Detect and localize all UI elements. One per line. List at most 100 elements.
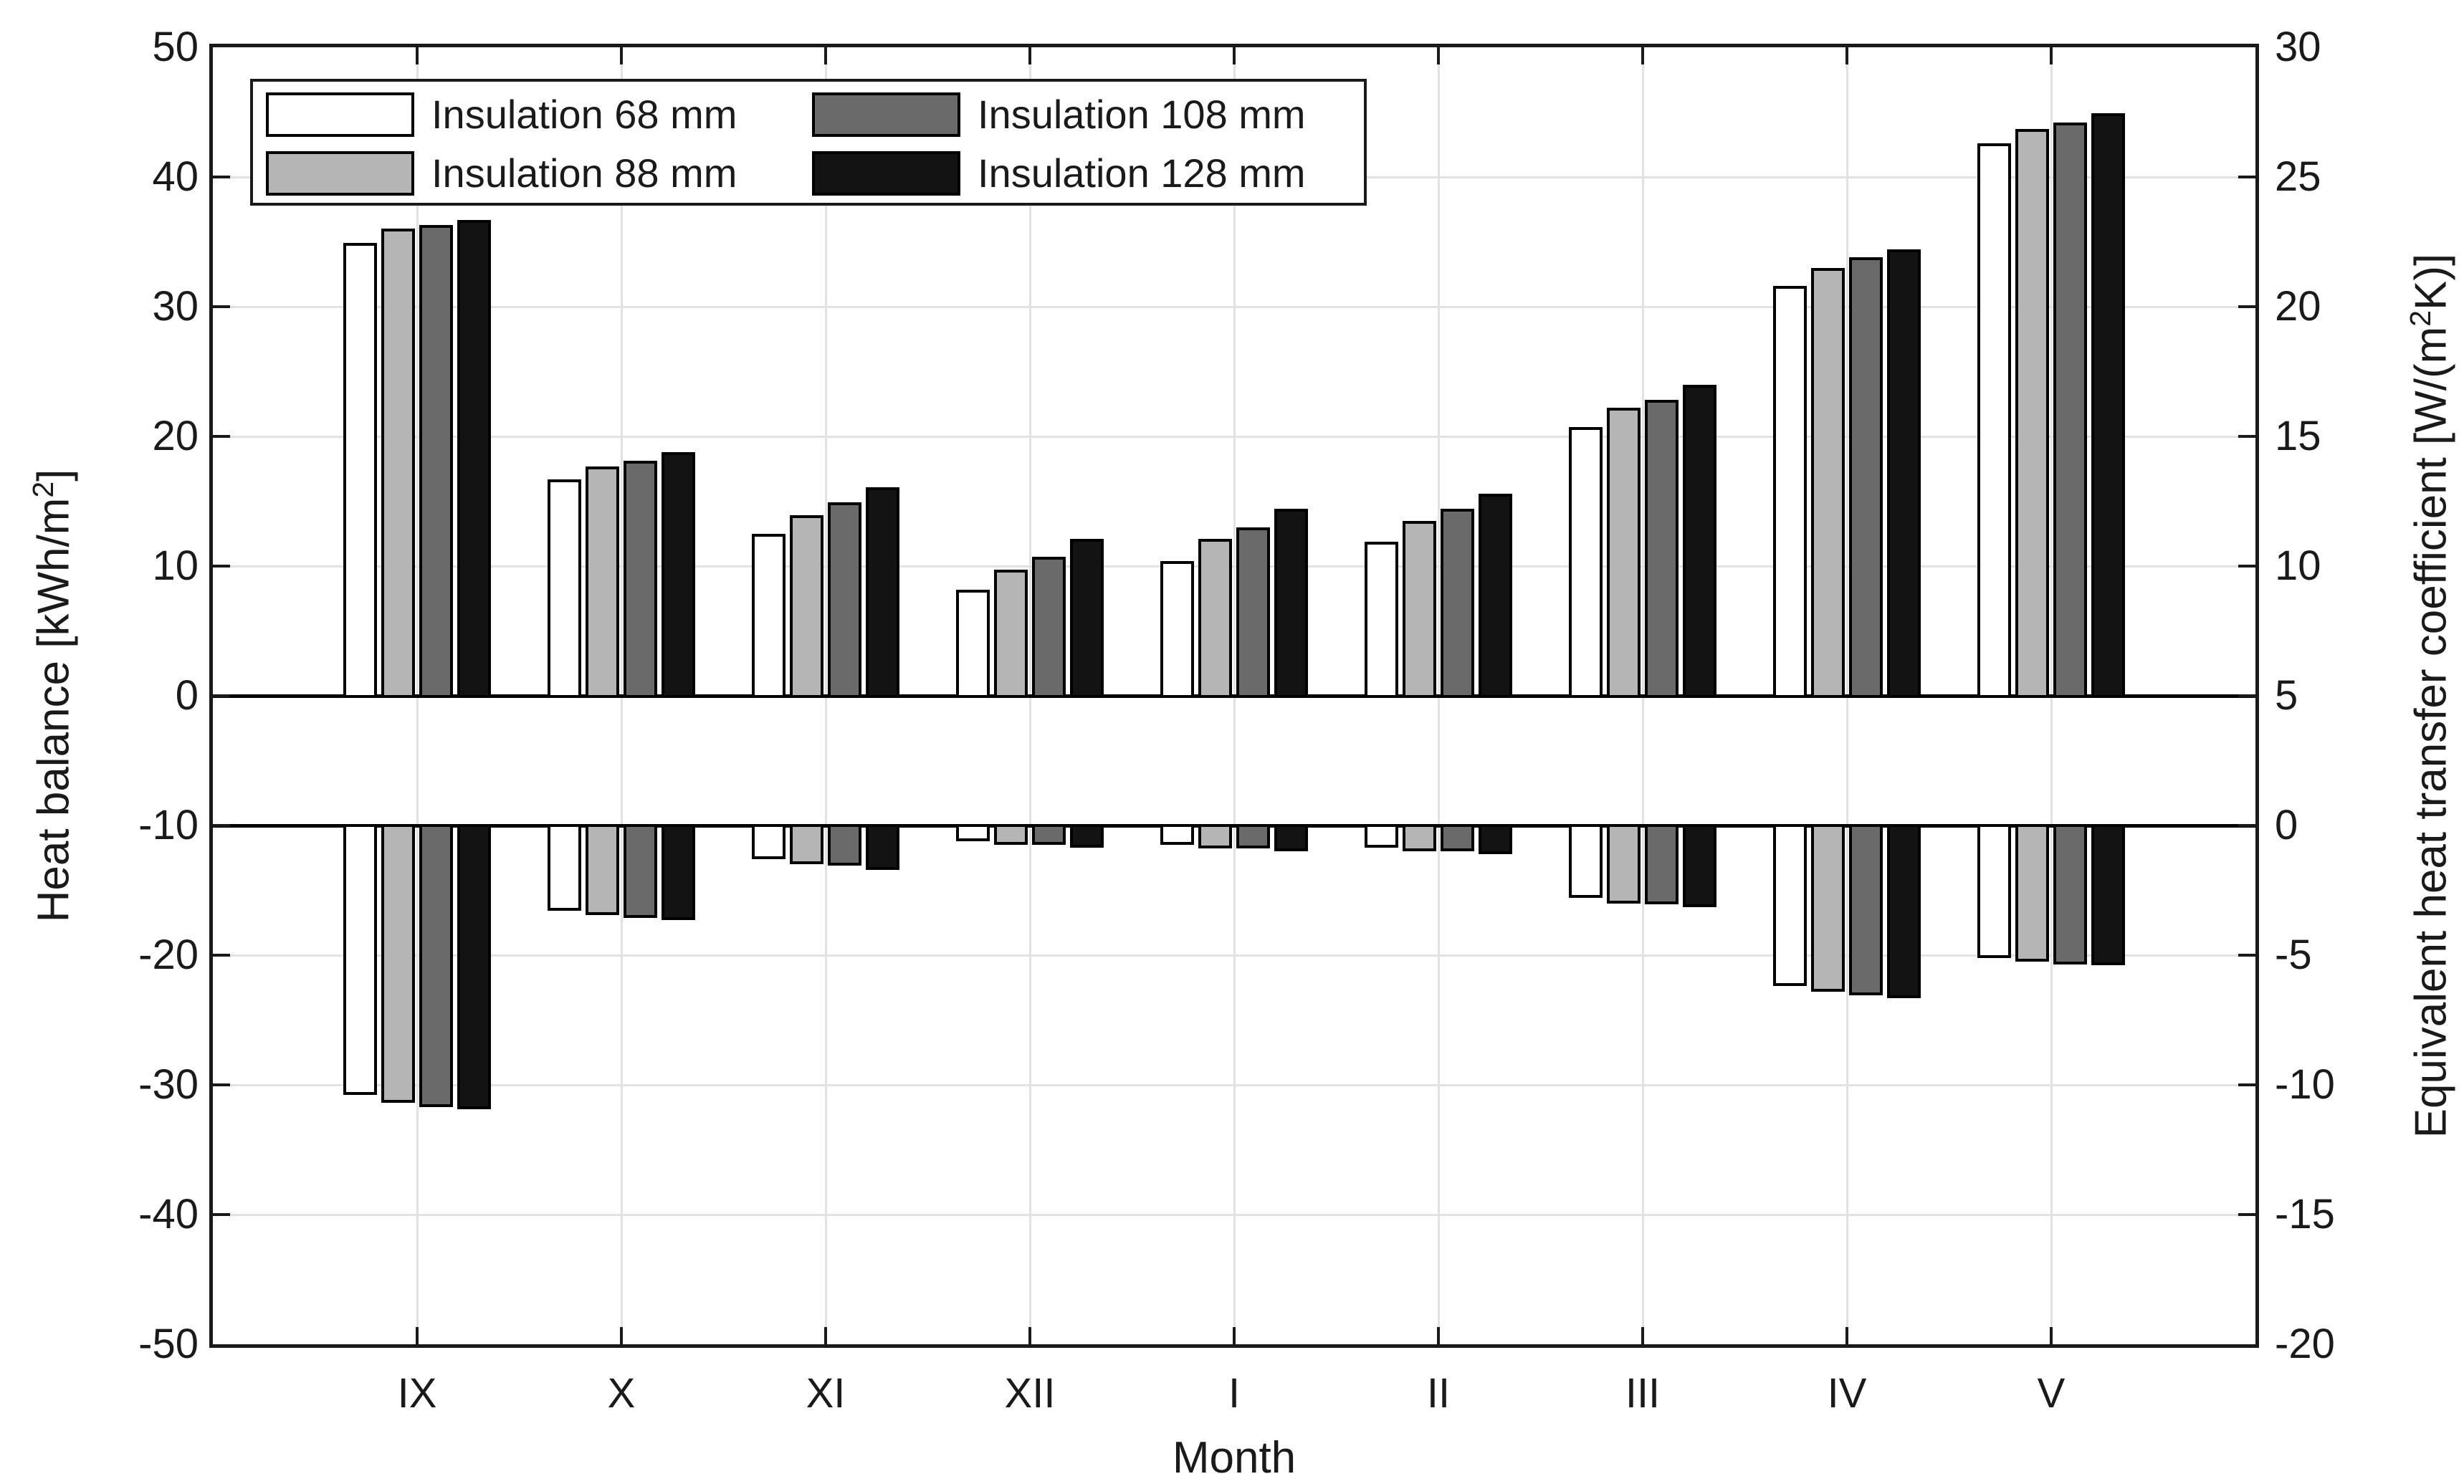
legend-item-Insulation-88-mm: Insulation 88 mm: [266, 151, 812, 196]
right-axis-tick-label: 30: [2275, 24, 2321, 70]
right-axis-tick: [2238, 565, 2255, 568]
bar-coeff-Insulation-68-mm-IX: [343, 824, 377, 1096]
left-axis-title-text: Heat balance [kWh/m: [29, 497, 79, 923]
bar-coeff-Insulation-88-mm-IV: [1810, 824, 1845, 992]
top-axis-tick: [1845, 47, 1848, 64]
bar-gain-Insulation-88-mm-III: [1606, 408, 1641, 698]
right-axis-tick-label: 5: [2275, 672, 2298, 719]
bar-gain-Insulation-68-mm-II: [1364, 541, 1398, 698]
right-axis-tick-label: 10: [2275, 542, 2321, 589]
bar-coeff-Insulation-88-mm-V: [2015, 824, 2049, 962]
right-axis-tick-label: 15: [2275, 413, 2321, 459]
bottom-axis-tick: [416, 1327, 419, 1344]
bar-coeff-Insulation-128-mm-XII: [1070, 824, 1104, 848]
left-axis-tick-label: -20: [138, 932, 199, 978]
legend-label: Insulation 88 mm: [431, 150, 737, 196]
bottom-axis-tick: [1845, 1327, 1848, 1344]
bar-coeff-Insulation-88-mm-XI: [789, 824, 823, 865]
bar-coeff-Insulation-128-mm-II: [1479, 824, 1513, 854]
bar-gain-Insulation-108-mm-IV: [1849, 257, 1883, 698]
bar-gain-Insulation-68-mm-IV: [1772, 286, 1807, 698]
legend-item-Insulation-68-mm: Insulation 68 mm: [266, 92, 812, 137]
bar-coeff-Insulation-68-mm-XI: [751, 824, 785, 860]
bar-gain-Insulation-68-mm-III: [1568, 427, 1603, 698]
bar-gain-Insulation-128-mm-II: [1479, 493, 1513, 698]
bar-coeff-Insulation-128-mm-I: [1274, 824, 1309, 852]
bar-coeff-Insulation-128-mm-IV: [1887, 824, 1921, 998]
legend-item-Insulation-128-mm: Insulation 128 mm: [812, 151, 1306, 196]
legend-label: Insulation 68 mm: [431, 92, 737, 137]
bar-coeff-Insulation-128-mm-X: [662, 824, 696, 921]
top-axis-tick: [1641, 47, 1644, 64]
bar-coeff-Insulation-128-mm-IX: [457, 824, 492, 1110]
bar-gain-Insulation-88-mm-IV: [1810, 267, 1845, 698]
right-axis-tick: [2238, 305, 2255, 308]
right-axis-title-close: K)]: [2406, 253, 2456, 310]
bar-gain-Insulation-88-mm-XII: [993, 570, 1028, 698]
top-axis-tick: [2050, 47, 2053, 64]
bar-gain-Insulation-68-mm-V: [1977, 143, 2011, 698]
left-axis-tick-label: 20: [152, 413, 199, 459]
bar-gain-Insulation-108-mm-XI: [828, 502, 862, 698]
left-axis-tick: [213, 1083, 230, 1086]
bottom-axis-tick: [1437, 1327, 1440, 1344]
bar-gain-Insulation-128-mm-XII: [1070, 538, 1104, 698]
bottom-axis-tick: [1028, 1327, 1031, 1344]
bar-gain-Insulation-108-mm-II: [1441, 509, 1475, 698]
bar-coeff-Insulation-68-mm-III: [1568, 824, 1603, 899]
left-axis-tick: [213, 176, 230, 178]
x-axis-tick-label-X: X: [607, 1370, 636, 1417]
legend-swatch: [812, 151, 960, 196]
bar-gain-Insulation-88-mm-II: [1402, 520, 1436, 698]
top-axis-tick: [620, 47, 623, 64]
bar-coeff-Insulation-108-mm-X: [624, 824, 658, 918]
right-axis-tick-label: -5: [2275, 932, 2312, 978]
right-axis-tick: [2238, 694, 2255, 697]
bar-coeff-Insulation-68-mm-I: [1160, 824, 1194, 846]
left-axis-tick: [213, 1213, 230, 1216]
bar-coeff-Insulation-88-mm-XII: [993, 824, 1028, 846]
left-axis-tick-label: 10: [152, 542, 199, 589]
x-axis-tick-label-XII: XII: [1004, 1370, 1056, 1417]
right-axis-title-text: Equivalent heat transfer coefficient [W/…: [2406, 326, 2456, 1139]
bar-coeff-Insulation-88-mm-X: [585, 824, 619, 915]
left-axis-tick: [213, 824, 230, 827]
bottom-axis-tick: [2050, 1327, 2053, 1344]
bar-gain-Insulation-68-mm-XI: [751, 533, 785, 698]
bar-gain-Insulation-108-mm-I: [1236, 527, 1271, 698]
bar-coeff-Insulation-68-mm-IV: [1772, 824, 1807, 987]
x-axis-tick-label-I: I: [1228, 1370, 1241, 1417]
top-axis-tick: [1028, 47, 1031, 64]
left-axis-tick: [213, 565, 230, 568]
bar-coeff-Insulation-108-mm-V: [2053, 824, 2088, 964]
left-axis-tick: [213, 954, 230, 957]
legend-item-Insulation-108-mm: Insulation 108 mm: [812, 92, 1306, 137]
bar-gain-Insulation-108-mm-XII: [1032, 557, 1066, 698]
bottom-axis-tick: [1641, 1327, 1644, 1344]
left-axis-tick-label: 40: [152, 153, 199, 200]
bar-gain-Insulation-108-mm-V: [2053, 122, 2088, 698]
bar-coeff-Insulation-88-mm-III: [1606, 824, 1641, 904]
bar-coeff-Insulation-68-mm-II: [1364, 824, 1398, 848]
right-axis-tick-label: -15: [2275, 1191, 2335, 1238]
bar-gain-Insulation-128-mm-I: [1274, 509, 1309, 698]
bar-gain-Insulation-88-mm-XI: [789, 515, 823, 698]
legend-swatch: [266, 151, 414, 196]
x-axis-tick-label-IV: IV: [1827, 1370, 1867, 1417]
left-axis-tick-label: 30: [152, 283, 199, 330]
bar-coeff-Insulation-68-mm-V: [1977, 824, 2011, 958]
right-axis-tick: [2238, 176, 2255, 178]
bar-coeff-Insulation-88-mm-IX: [381, 824, 415, 1104]
top-axis-tick: [416, 47, 419, 64]
bottom-axis-tick: [620, 1327, 623, 1344]
bar-gain-Insulation-68-mm-I: [1160, 560, 1194, 698]
bar-gain-Insulation-108-mm-III: [1645, 400, 1679, 698]
right-axis-tick-label: 20: [2275, 283, 2321, 330]
bar-gain-Insulation-128-mm-XI: [866, 487, 900, 698]
x-axis-tick-label-IX: IX: [397, 1370, 437, 1417]
x-axis-tick-label-V: V: [2037, 1370, 2066, 1417]
bar-gain-Insulation-128-mm-IX: [457, 219, 492, 698]
plot-area: [209, 44, 2259, 1348]
right-axis-tick: [2238, 435, 2255, 438]
